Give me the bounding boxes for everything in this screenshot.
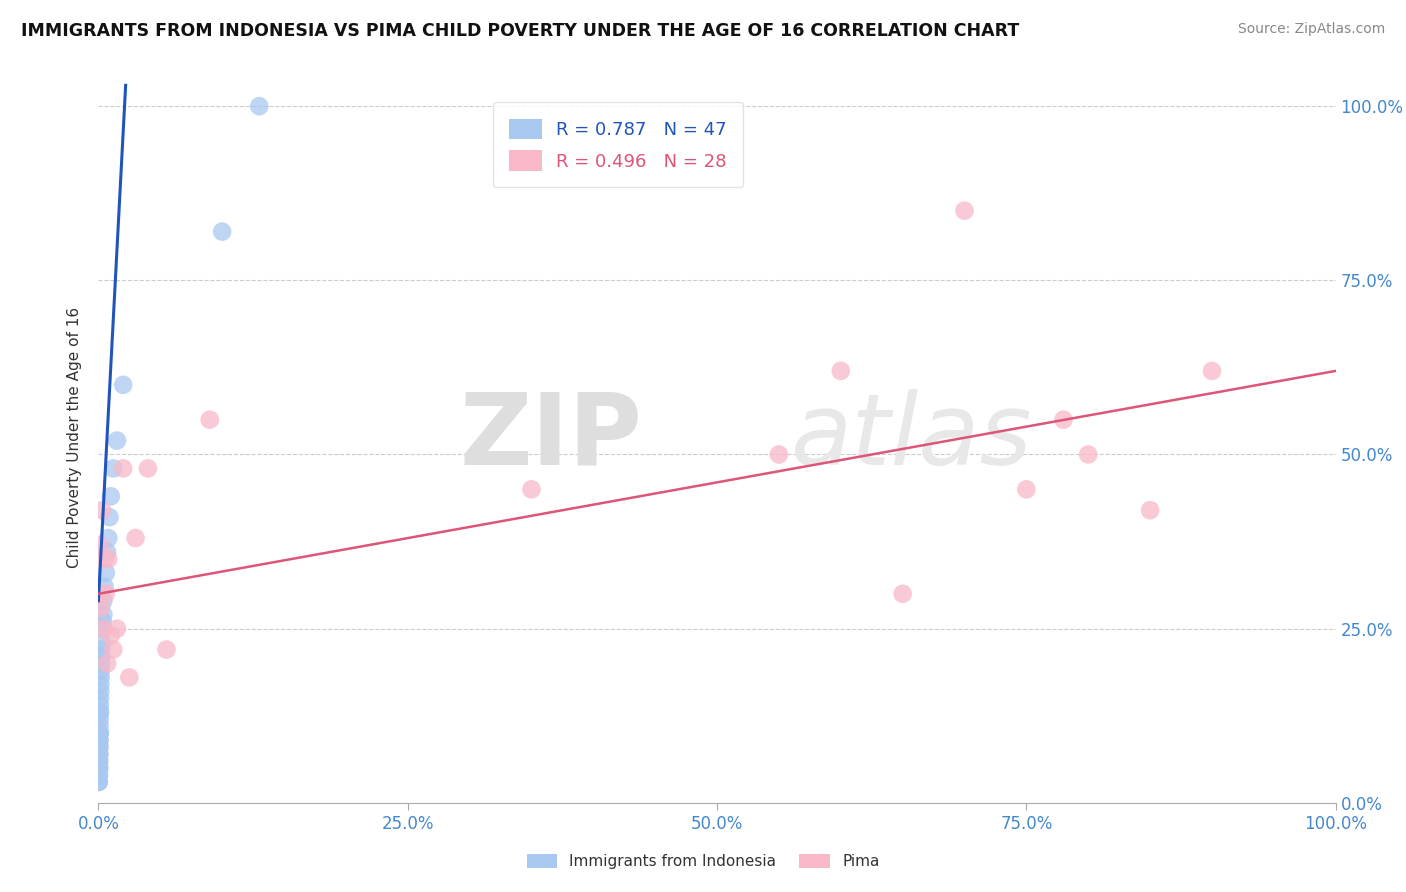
Point [93,580,115,594]
Point [89,538,111,552]
Point [1015,483,1038,497]
Point [89,761,111,775]
Point [830,364,852,378]
Point [87,761,110,775]
Point [91,622,114,636]
Point [89,754,111,768]
Point [89,726,111,740]
Text: ZIP: ZIP [460,389,643,485]
Point [90,664,112,678]
Point [94,587,117,601]
Point [89,726,111,740]
Point [96,657,118,671]
Point [89,726,111,740]
Point [155,642,177,657]
Point [91,503,114,517]
Point [520,483,543,497]
Point [90,642,112,657]
Point [94,566,117,580]
Point [198,412,221,426]
Point [93,594,115,608]
Point [89,733,111,747]
Point [87,768,110,782]
Point [1201,364,1223,378]
Legend: R = 0.787   N = 47, R = 0.496   N = 28: R = 0.787 N = 47, R = 0.496 N = 28 [494,103,744,187]
Point [87,761,110,775]
Point [89,747,111,761]
Point [112,377,135,392]
Point [87,768,110,782]
Point [93,607,115,622]
Point [891,587,914,601]
Point [103,461,125,475]
Point [91,615,114,629]
Point [93,552,115,566]
Point [87,775,110,789]
Point [90,649,112,664]
Point [103,642,125,657]
Text: IMMIGRANTS FROM INDONESIA VS PIMA CHILD POVERTY UNDER THE AGE OF 16 CORRELATION : IMMIGRANTS FROM INDONESIA VS PIMA CHILD … [21,22,1019,40]
Point [90,670,112,684]
Point [1077,448,1099,462]
Point [89,684,111,698]
Point [87,775,110,789]
Point [1052,412,1074,426]
Point [91,635,114,649]
Point [89,705,111,719]
Point [105,622,128,636]
Point [90,600,112,615]
Point [136,461,159,475]
Point [87,747,110,761]
Point [89,719,111,733]
Point [211,225,233,239]
Text: atlas: atlas [792,389,1033,485]
Point [89,740,111,755]
Point [112,461,135,475]
Text: Source: ZipAtlas.com: Source: ZipAtlas.com [1237,22,1385,37]
Point [247,99,270,113]
Point [89,733,111,747]
Point [89,587,111,601]
Point [89,740,111,755]
Point [98,510,121,524]
Point [100,629,122,643]
Point [1139,503,1161,517]
Point [124,531,146,545]
Point [87,754,110,768]
Point [100,489,122,503]
Point [90,657,112,671]
Legend: Immigrants from Indonesia, Pima: Immigrants from Indonesia, Pima [520,848,886,875]
Point [118,670,141,684]
Point [89,691,111,706]
Point [89,677,111,691]
Point [89,712,111,726]
Point [953,203,976,218]
Point [105,434,128,448]
Point [89,705,111,719]
Point [93,622,115,636]
Y-axis label: Child Poverty Under the Age of 16: Child Poverty Under the Age of 16 [67,307,83,567]
Point [97,552,120,566]
Point [89,698,111,713]
Point [768,448,790,462]
Point [97,531,120,545]
Point [96,545,118,559]
